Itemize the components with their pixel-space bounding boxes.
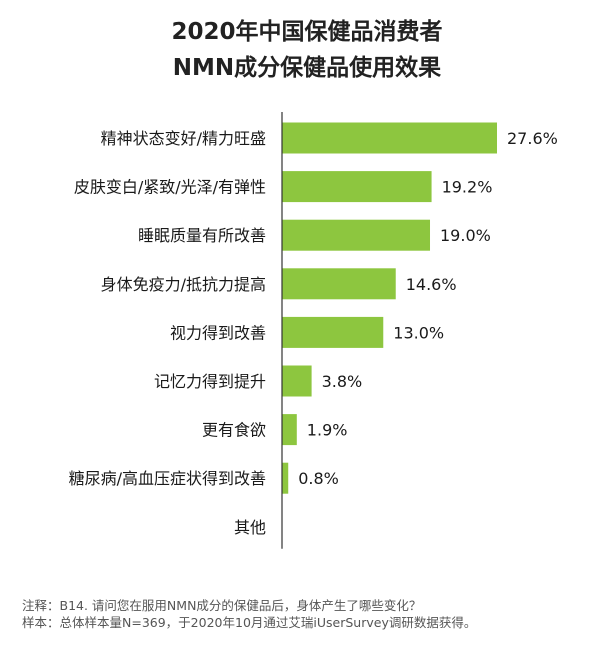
bar [282,462,289,494]
chart-notes: 注释：B14. 请问您在服用NMN成分的保健品后，身体产生了哪些变化？ 样本：总… [22,597,476,631]
value-label: 19.2% [442,178,493,197]
bar [282,171,432,203]
bar-chart: 精神状态变好/精力旺盛 27.6% 皮肤变白/紧致/光泽/有弹性 19.2% 睡眠质量有… [69,112,558,549]
category-label: 精神状态变好/精力旺盛 [101,129,266,148]
category-label: 皮肤变白/紧致/光泽/有弹性 [74,178,266,197]
bar [282,414,297,446]
chart-title-line-2: NMN成分保健品使用效果 [172,55,442,81]
note-sample: 样本：总体样本量N=369，于2020年10月通过艾瑞iUserSurvey调研… [22,615,477,630]
chart-title: 2020年中国保健品消费者 NMN成分保健品使用效果 [0,14,614,86]
value-label: 13.0% [393,323,444,342]
category-label: 更有食欲 [202,421,266,440]
value-label: 19.0% [440,226,491,245]
category-label: 其他 [234,518,266,537]
value-label: 0.8% [298,469,339,488]
bar [282,122,497,154]
chart-title-line-1: 2020年中国保健品消费者 [171,19,443,45]
category-label: 记忆力得到提升 [154,372,266,391]
bar [282,268,396,300]
category-label: 视力得到改善 [170,323,266,342]
bar [282,365,312,397]
value-label: 27.6% [507,129,558,148]
value-label: 14.6% [406,275,457,294]
value-label: 3.8% [322,372,363,391]
category-label: 糖尿病/高血压症状得到改善 [69,469,266,488]
bar [282,219,431,251]
value-label: 1.9% [307,421,348,440]
category-label: 身体免疫力/抵抗力提高 [101,275,266,294]
bar [282,316,384,348]
category-label: 睡眠质量有所改善 [138,226,266,245]
note-question: 注释：B14. 请问您在服用NMN成分的保健品后，身体产生了哪些变化？ [22,598,422,613]
